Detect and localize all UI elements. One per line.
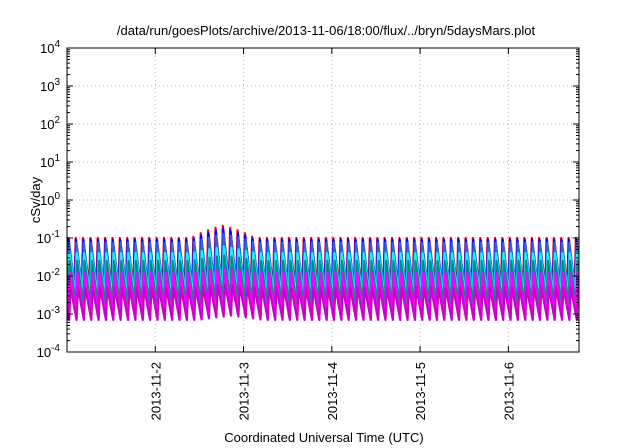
y-tick-label: 103 xyxy=(40,77,60,94)
y-axis-label: cSv/day xyxy=(28,176,43,223)
series-line xyxy=(67,283,579,321)
x-tick-label: 2013-11-6 xyxy=(501,362,516,420)
x-tick-label: 2013-11-5 xyxy=(413,362,428,420)
y-tick-label: 10-4 xyxy=(37,343,61,360)
x-tick-label: 2013-11-4 xyxy=(325,362,340,420)
y-tick-label: 100 xyxy=(40,191,60,208)
x-axis: 2013-11-2 2013-11-3 2013-11-4 2013-11-5 2013… xyxy=(148,48,516,420)
x-axis-label: Coordinated Universal Time (UTC) xyxy=(224,430,423,445)
x-tick-label: 2013-11-2 xyxy=(148,362,163,420)
y-tick-label: 101 xyxy=(40,153,60,170)
y-tick-label: 10-2 xyxy=(37,267,61,284)
y-axis: 10-4 10-3 10-2 10-1 100 101 102 103 104 xyxy=(37,39,579,360)
plot-series xyxy=(67,224,579,321)
x-tick-label: 2013-11-3 xyxy=(237,362,252,420)
y-tick-label: 10-1 xyxy=(37,229,61,246)
y-tick-label: 104 xyxy=(40,39,60,56)
y-tick-label: 10-3 xyxy=(37,305,61,322)
y-tick-label: 102 xyxy=(40,115,60,132)
chart-title: /data/run/goesPlots/archive/2013-11-06/1… xyxy=(117,23,536,38)
